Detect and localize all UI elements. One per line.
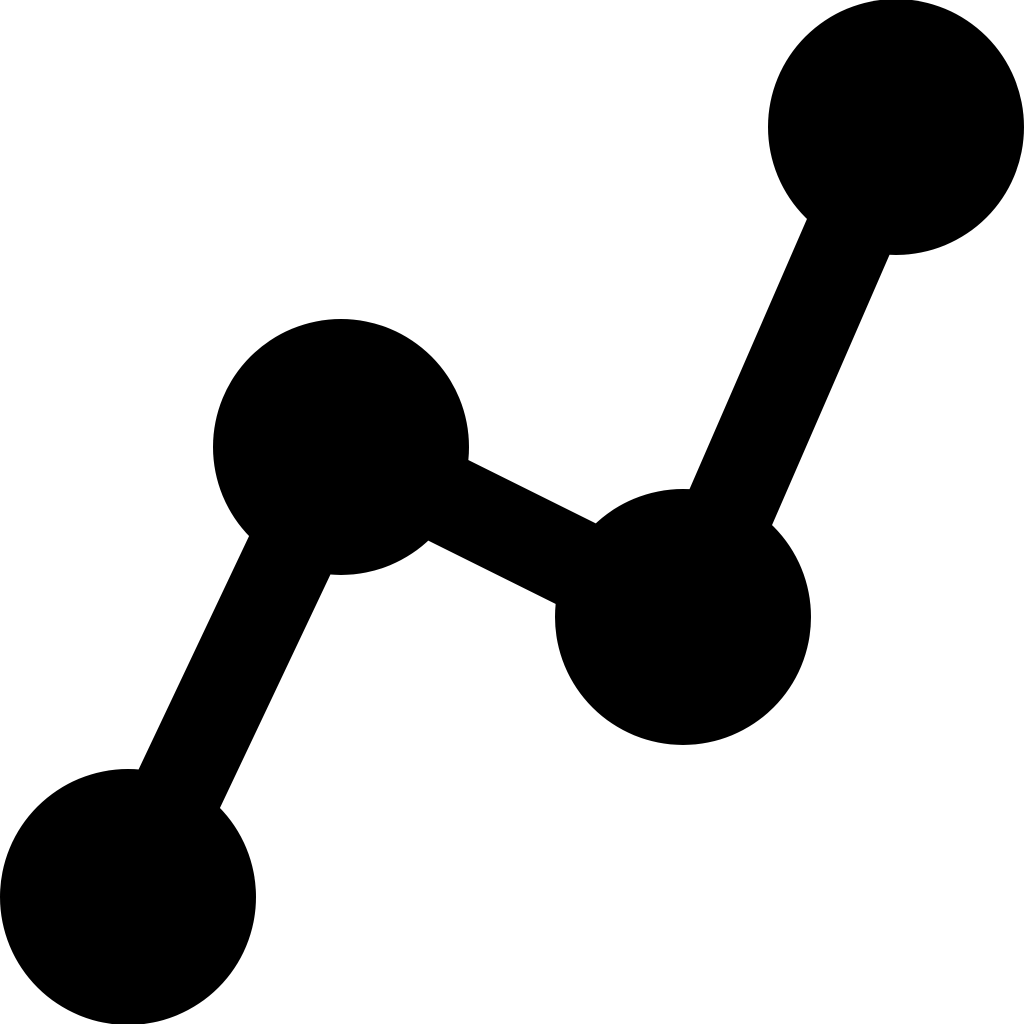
icon-node-4	[768, 0, 1024, 255]
icon-node-3	[555, 489, 811, 745]
icon-node-2	[213, 319, 469, 575]
icon-node-1	[0, 769, 256, 1024]
